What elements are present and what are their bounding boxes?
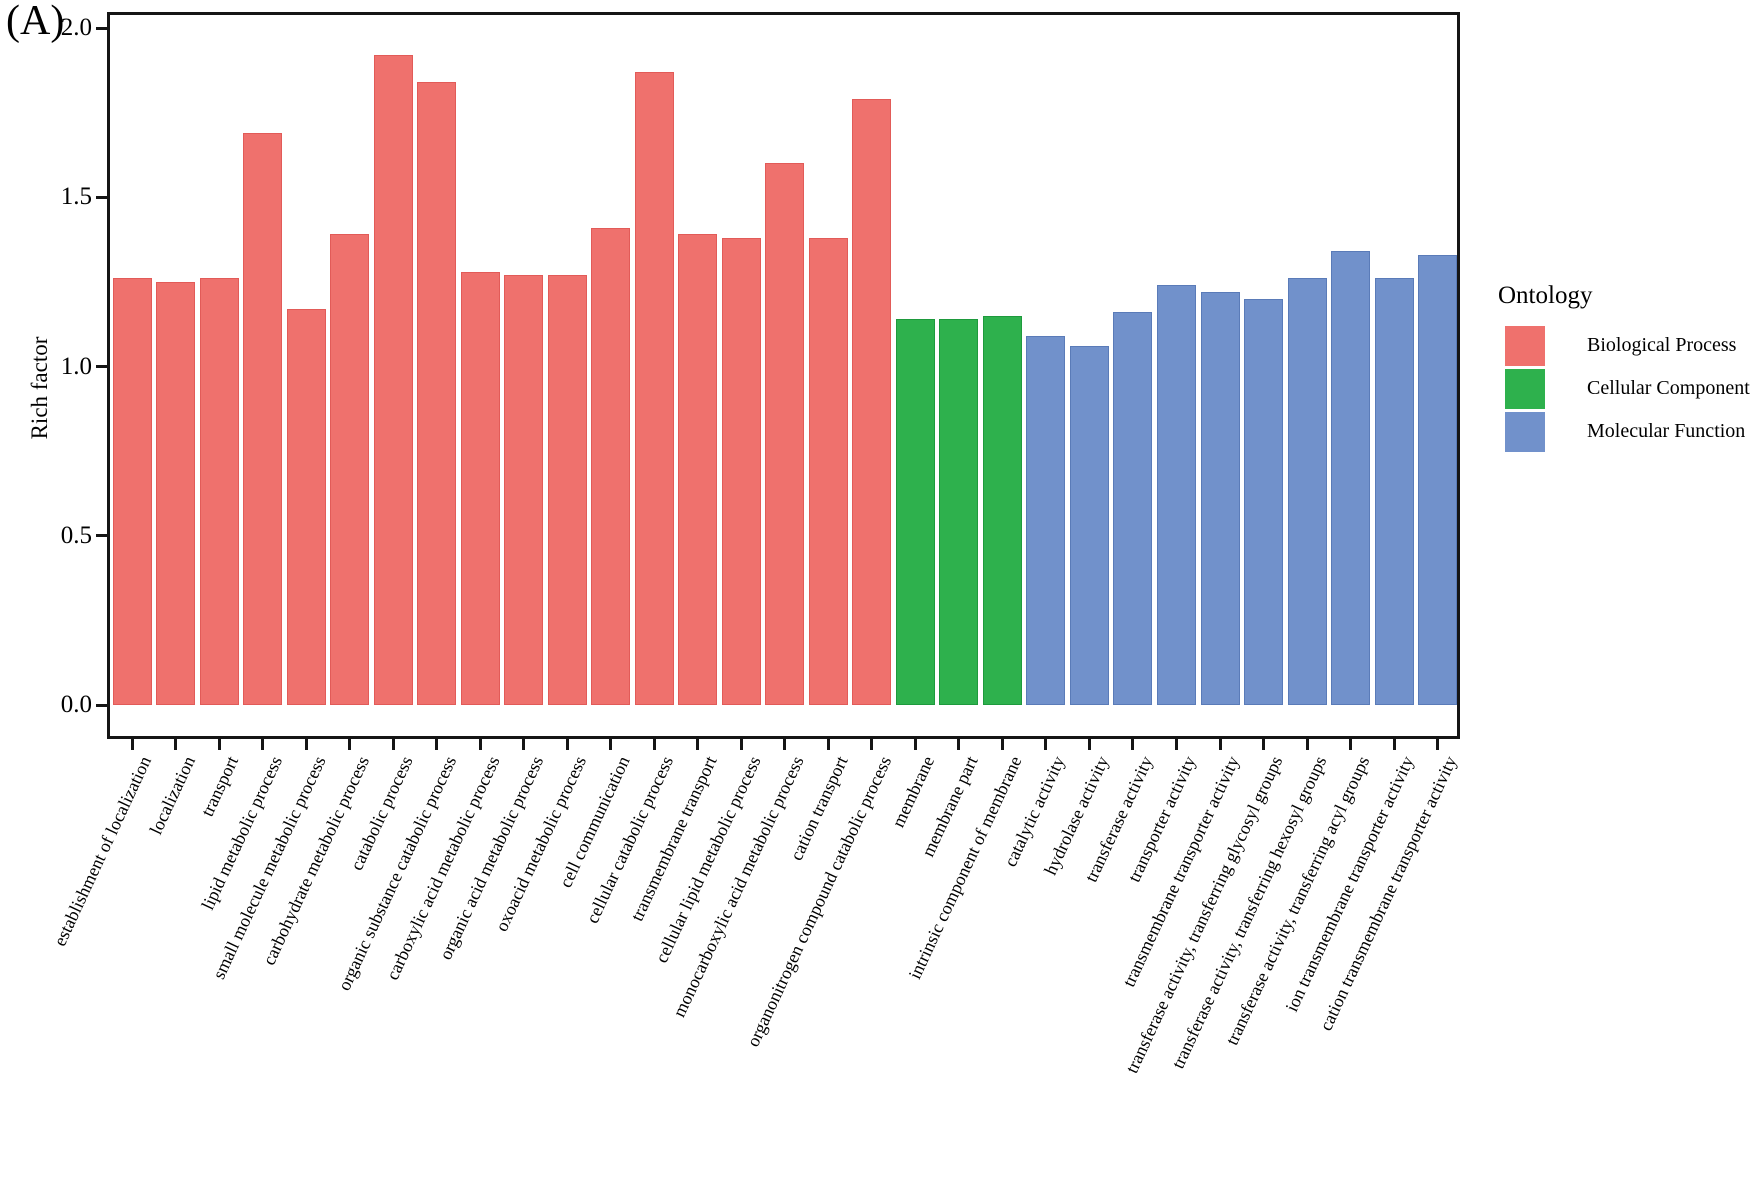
x-tick <box>174 739 178 750</box>
x-tick <box>130 739 134 750</box>
x-tick <box>1131 739 1135 750</box>
y-tick-label: 1.0 <box>60 352 92 380</box>
bar <box>678 234 718 705</box>
x-tick <box>1262 739 1266 750</box>
bar <box>1200 292 1240 705</box>
bar <box>982 315 1022 705</box>
bar <box>1374 278 1414 705</box>
bar <box>199 278 239 705</box>
x-tick-label: transport <box>197 753 243 820</box>
bar <box>504 275 544 705</box>
bar <box>765 163 805 705</box>
bar <box>373 55 413 705</box>
y-tick <box>96 365 107 368</box>
legend-items: Biological Process Cellular Component Mole… <box>1498 324 1750 453</box>
x-tick <box>1436 739 1440 750</box>
legend-label: Molecular Function <box>1587 420 1746 442</box>
x-tick <box>1044 739 1048 750</box>
legend-swatch <box>1505 411 1545 452</box>
legend-swatch <box>1505 325 1545 366</box>
bar <box>852 99 892 705</box>
x-tick <box>478 739 482 750</box>
x-tick <box>826 739 830 750</box>
x-tick <box>783 739 787 750</box>
y-tick-label: 2.0 <box>60 14 92 41</box>
bar <box>417 82 457 705</box>
bar <box>895 319 935 705</box>
x-tick <box>957 739 961 750</box>
y-tick-label: 1.5 <box>60 183 92 211</box>
bar <box>460 271 500 705</box>
y-tick <box>96 534 107 538</box>
x-tick-label: establishment of localization <box>49 753 156 950</box>
bar <box>1069 346 1109 705</box>
bar <box>1244 298 1284 705</box>
x-tick <box>1000 739 1004 750</box>
x-tick <box>652 739 656 750</box>
legend: Ontology Biological Process Cellular Comp… <box>1498 282 1750 453</box>
legend-row: Molecular Function <box>1505 410 1750 453</box>
bar <box>1287 278 1327 705</box>
x-tick <box>739 739 743 750</box>
x-tick <box>1087 739 1091 750</box>
bar <box>939 319 979 705</box>
legend-label: Cellular Component <box>1587 377 1750 399</box>
panel-label: (A) <box>6 0 65 44</box>
y-tick-label: 0.0 <box>60 691 92 718</box>
x-tick <box>565 739 569 750</box>
bar <box>808 237 848 705</box>
x-tick <box>870 739 874 750</box>
bar <box>547 275 587 705</box>
legend-row: Cellular Component <box>1505 367 1750 410</box>
y-tick <box>96 703 107 707</box>
bar <box>1113 312 1153 705</box>
x-tick <box>522 739 526 750</box>
x-tick <box>1305 739 1309 750</box>
bar <box>286 308 326 705</box>
legend-label: Biological Process <box>1587 334 1737 356</box>
x-tick <box>391 739 395 750</box>
x-tick <box>913 739 917 750</box>
bar <box>1331 251 1371 705</box>
bar <box>721 237 761 705</box>
x-tick <box>1349 739 1353 750</box>
legend-title: Ontology <box>1498 282 1593 309</box>
y-tick <box>96 26 107 30</box>
bar <box>1026 336 1066 705</box>
bar <box>1156 285 1196 705</box>
x-tick <box>609 739 613 750</box>
x-tick <box>696 739 700 750</box>
bar <box>112 278 152 705</box>
bar <box>330 234 370 705</box>
bar <box>1418 254 1458 705</box>
x-tick <box>1392 739 1396 750</box>
bar <box>243 132 283 705</box>
x-tick <box>348 739 352 750</box>
bar <box>634 72 674 705</box>
y-tick <box>96 195 107 199</box>
bar <box>591 227 631 705</box>
x-tick <box>261 739 265 750</box>
x-tick <box>217 739 221 750</box>
x-tick <box>1174 739 1178 750</box>
legend-swatch <box>1505 368 1545 409</box>
legend-row: Biological Process <box>1505 324 1750 367</box>
x-tick <box>435 739 439 750</box>
x-tick <box>1218 739 1222 750</box>
y-tick-label: 0.5 <box>60 521 92 549</box>
x-tick <box>304 739 308 750</box>
bar <box>156 281 196 705</box>
